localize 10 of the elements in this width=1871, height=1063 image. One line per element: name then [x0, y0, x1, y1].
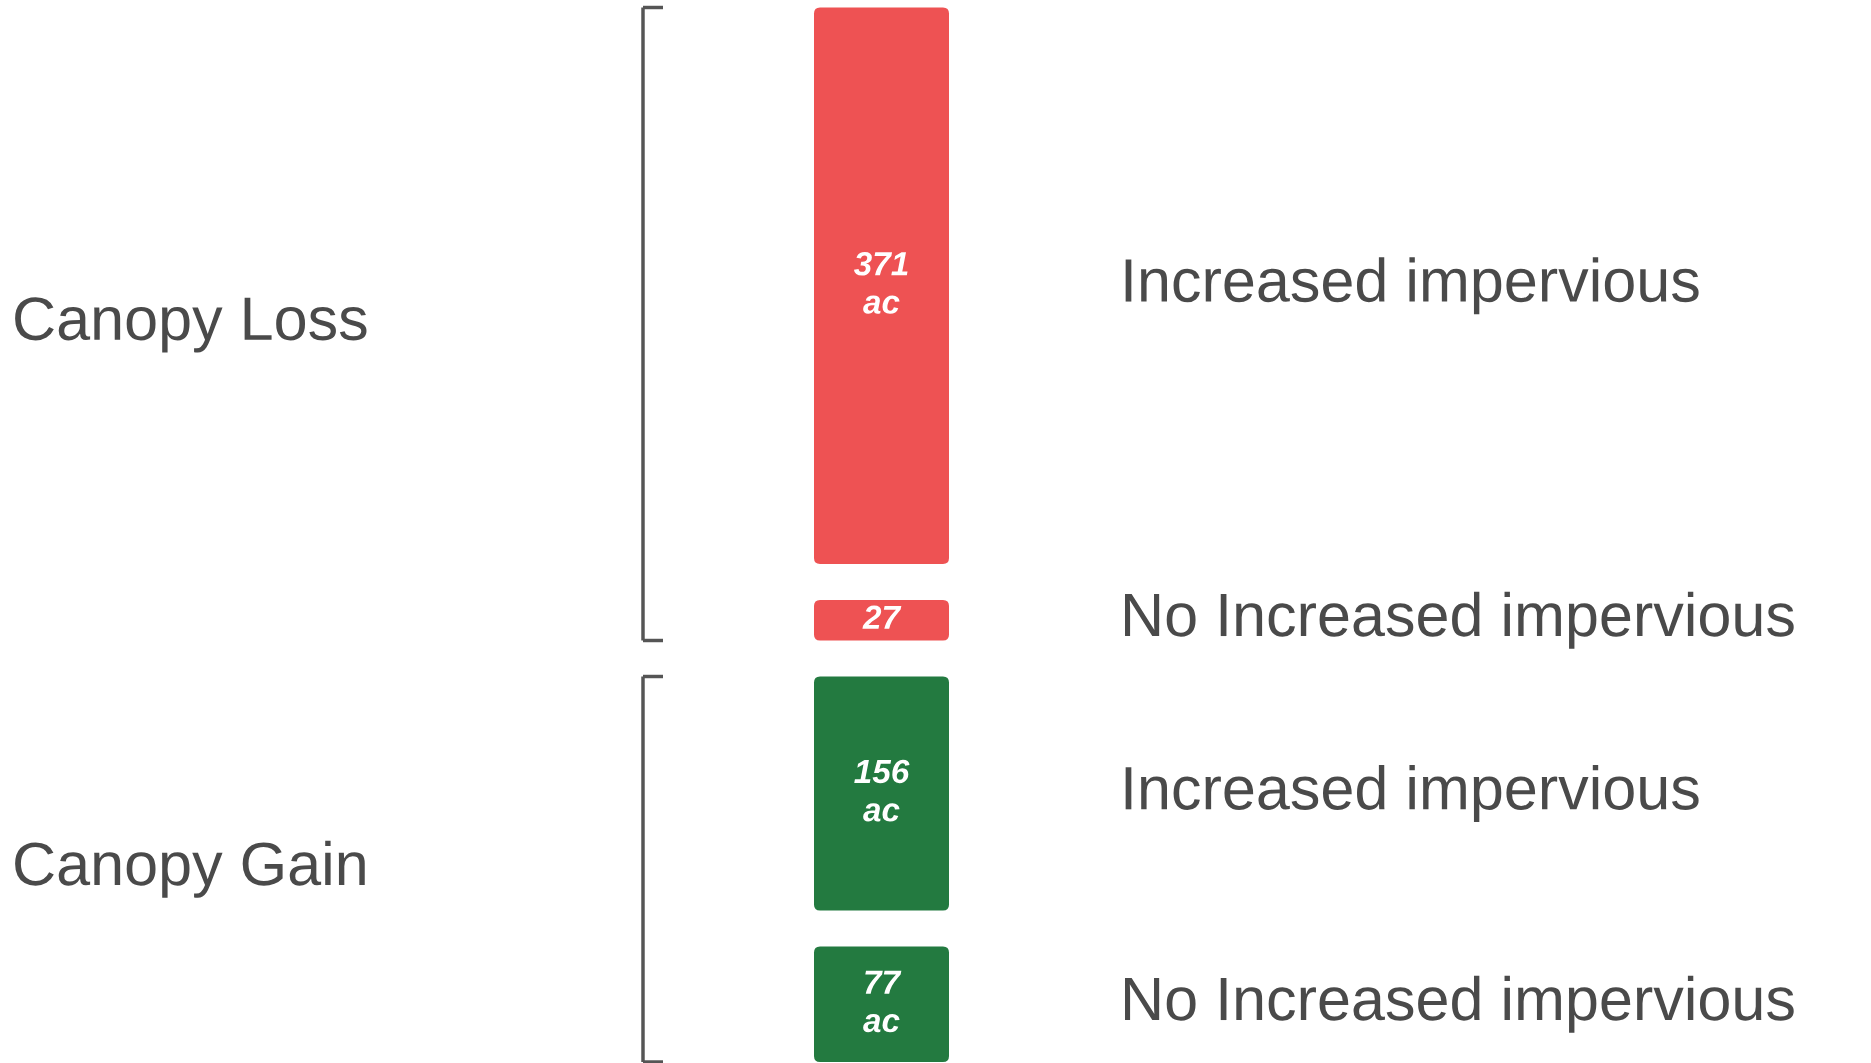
data-label: 371 ac	[853, 251, 908, 314]
text: Canopy Loss	[15, 297, 367, 353]
category-label: Increased impervious	[1125, 257, 1699, 315]
category-label: No Increased impervious	[1125, 975, 1794, 1033]
category-label: Increased impervious	[1125, 765, 1699, 822]
data-label: 27	[862, 605, 902, 629]
text: Canopy Gain	[15, 840, 365, 898]
category-label: No Increased impervious	[1125, 591, 1794, 649]
data-label: 156 ac	[854, 759, 910, 822]
data-label: 77 ac	[863, 970, 902, 1033]
